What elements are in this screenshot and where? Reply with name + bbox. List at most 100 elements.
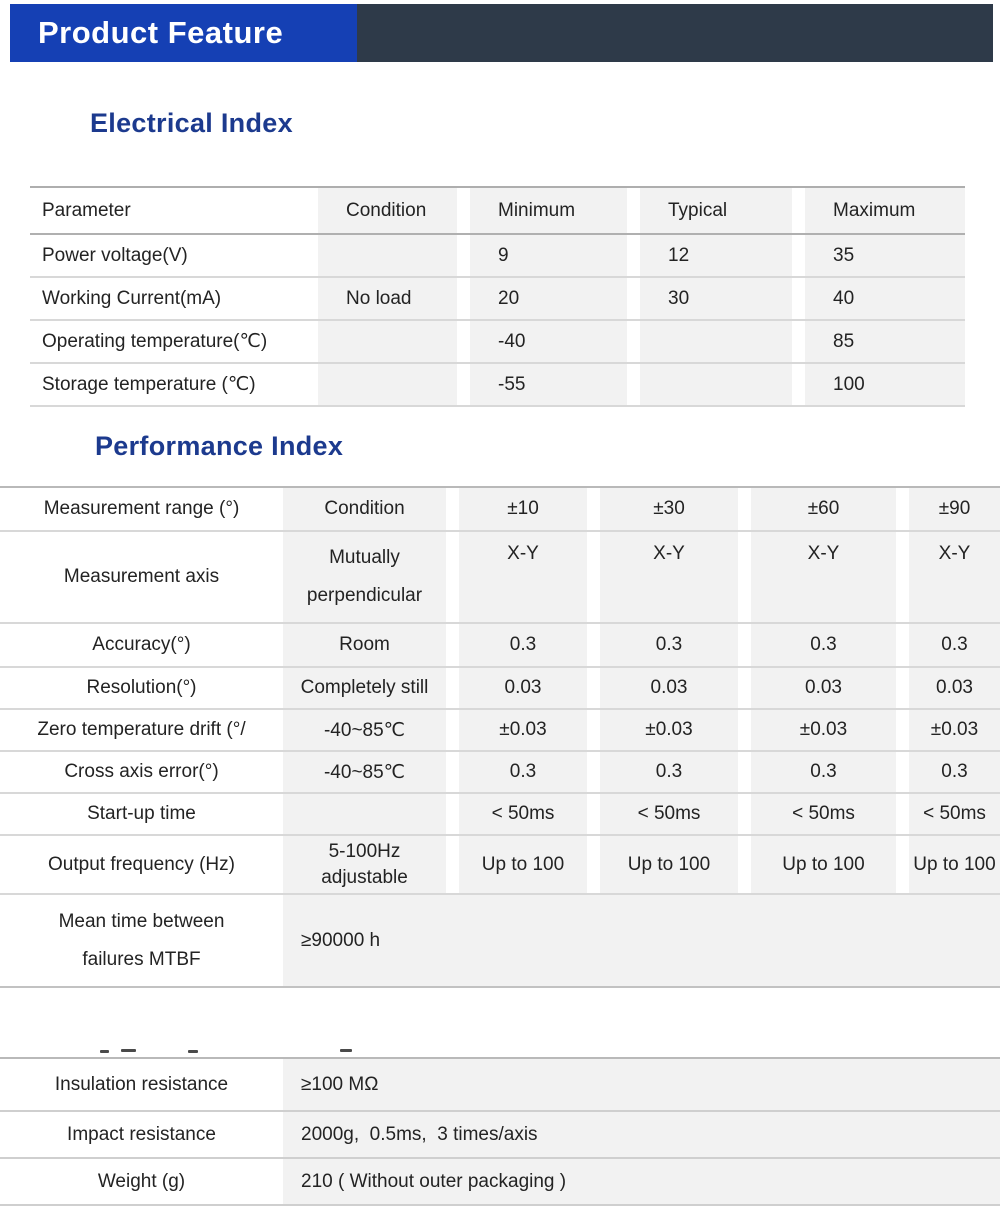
column-gutter — [587, 710, 600, 750]
column-gutter — [792, 235, 805, 276]
column-gutter — [896, 624, 909, 666]
cell-value: ±0.03 — [459, 710, 587, 750]
cropped-text-remnant — [0, 1046, 1000, 1055]
column-gutter — [446, 836, 459, 893]
table-row-storage-temperature: Storage temperature (℃) -55 100 — [30, 364, 965, 407]
column-gutter — [627, 321, 640, 362]
cell-value: 0.3 — [751, 624, 896, 666]
column-header-maximum: Maximum — [805, 188, 965, 233]
row-label: Insulation resistance — [54, 1073, 229, 1095]
cell-condition: Completely still — [283, 668, 446, 708]
row-label: Power voltage(V) — [42, 244, 188, 266]
column-gutter — [627, 188, 640, 233]
cell-condition: -40~85℃ — [283, 752, 446, 792]
row-label: Working Current(mA) — [42, 287, 222, 309]
cell-value: 210 ( Without outer packaging ) — [283, 1159, 1000, 1204]
cell-value: Up to 100 — [909, 836, 1000, 893]
cell-condition: No load — [318, 278, 457, 319]
column-gutter — [587, 836, 600, 893]
row-label: Weight (g) — [97, 1170, 186, 1192]
cell-value: 0.3 — [909, 624, 1000, 666]
cell-minimum: 9 — [470, 235, 627, 276]
cell-condition — [318, 235, 457, 276]
cell-condition: Condition — [283, 488, 446, 530]
cell-value: < 50ms — [600, 794, 738, 834]
column-gutter — [446, 532, 459, 622]
cell-maximum: 40 — [805, 278, 965, 319]
column-gutter — [587, 532, 600, 622]
text-fragment — [340, 1049, 352, 1052]
column-gutter — [587, 752, 600, 792]
cell-minimum: -55 — [470, 364, 627, 405]
table-row-output-frequency: Output frequency (Hz) 5-100Hz adjustable… — [0, 836, 1000, 895]
column-gutter — [627, 278, 640, 319]
banner: Product Feature — [10, 4, 993, 62]
table-row-zero-temperature-drift: Zero temperature drift (°/ -40~85℃ ±0.03… — [0, 710, 1000, 752]
cell-value: Up to 100 — [459, 836, 587, 893]
cell-value: ±0.03 — [909, 710, 1000, 750]
cell-value: X-Y — [909, 532, 1000, 622]
cell-value: 0.03 — [459, 668, 587, 708]
cell-value: 0.3 — [751, 752, 896, 792]
column-gutter — [738, 532, 751, 622]
table-row-impact-resistance: Impact resistance 2000g, 0.5ms, 3 times/… — [0, 1112, 1000, 1159]
text-fragment — [121, 1049, 136, 1052]
column-gutter — [457, 321, 470, 362]
cell-condition: Mutually perpendicular — [283, 532, 446, 622]
cell-condition — [318, 364, 457, 405]
cell-value: Up to 100 — [600, 836, 738, 893]
column-gutter — [627, 235, 640, 276]
section-title-electrical: Electrical Index — [90, 108, 293, 138]
cell-minimum: -40 — [470, 321, 627, 362]
column-gutter — [627, 364, 640, 405]
banner-blue-block — [10, 4, 357, 62]
cell-value: 0.03 — [600, 668, 738, 708]
table-row-measurement-range: Measurement range (°) Condition ±10 ±30 … — [0, 488, 1000, 532]
row-label: Accuracy(°) — [92, 634, 191, 655]
table-row-operating-temperature: Operating temperature(℃) -40 85 — [30, 321, 965, 364]
column-gutter — [896, 752, 909, 792]
text-fragment — [188, 1050, 198, 1053]
cell-condition: -40~85℃ — [283, 710, 446, 750]
column-gutter — [896, 710, 909, 750]
cell-typical: 12 — [640, 235, 792, 276]
column-gutter — [446, 488, 459, 530]
cell-range-10: ±10 — [459, 488, 587, 530]
cell-value: < 50ms — [751, 794, 896, 834]
electrical-header-row: Parameter Condition Minimum Typical Maxi… — [30, 188, 965, 235]
table-row-power-voltage: Power voltage(V) 9 12 35 — [30, 235, 965, 278]
row-label: Output frequency (Hz) — [48, 853, 235, 875]
cell-range-60: ±60 — [751, 488, 896, 530]
row-label: Measurement axis — [63, 566, 220, 587]
text-fragment — [100, 1050, 109, 1053]
column-gutter — [446, 668, 459, 708]
cell-value: 0.03 — [909, 668, 1000, 708]
row-label: Operating temperature(℃) — [42, 331, 268, 352]
cell-value: Up to 100 — [751, 836, 896, 893]
column-gutter — [457, 188, 470, 233]
table-row-mtbf: Mean time between failures MTBF ≥90000 h — [0, 895, 1000, 988]
column-gutter — [896, 836, 909, 893]
row-label: Impact resistance — [67, 1123, 216, 1145]
column-gutter — [738, 668, 751, 708]
row-label: Measurement range (°) — [43, 498, 240, 519]
cell-value: 0.3 — [600, 624, 738, 666]
cell-value: X-Y — [751, 532, 896, 622]
cell-condition — [318, 321, 457, 362]
column-gutter — [738, 488, 751, 530]
cell-typical: 30 — [640, 278, 792, 319]
column-gutter — [457, 278, 470, 319]
cell-maximum: 100 — [805, 364, 965, 405]
cell-typical — [640, 321, 792, 362]
column-gutter — [738, 624, 751, 666]
cell-value: < 50ms — [459, 794, 587, 834]
column-gutter — [896, 532, 909, 622]
column-gutter — [587, 668, 600, 708]
cell-minimum: 20 — [470, 278, 627, 319]
cell-value: 0.3 — [459, 752, 587, 792]
column-gutter — [587, 794, 600, 834]
cell-value: 0.3 — [459, 624, 587, 666]
cell-value: 0.3 — [909, 752, 1000, 792]
cell-value: X-Y — [600, 532, 738, 622]
